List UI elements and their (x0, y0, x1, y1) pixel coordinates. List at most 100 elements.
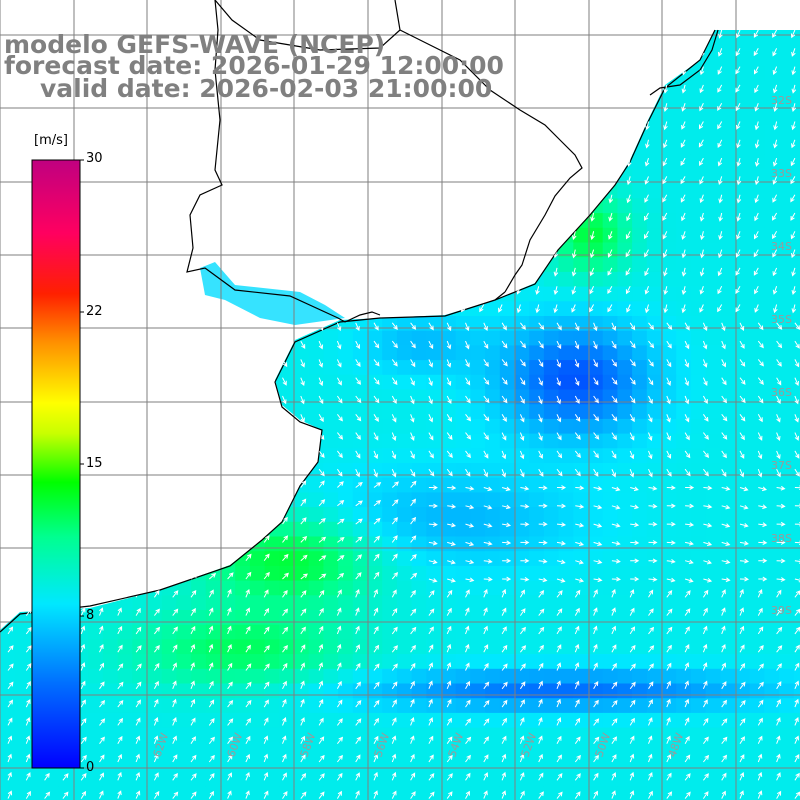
wind-arrow (776, 753, 781, 763)
wind-cell (749, 595, 765, 611)
wind-arrow (611, 772, 616, 781)
wind-arrow (318, 717, 324, 726)
wind-arrow (666, 717, 671, 726)
title-forecast-date: forecast date: 2026-01-29 12:00:00 (4, 51, 504, 80)
wind-cell (764, 742, 780, 758)
wind-cell (0, 433, 16, 449)
wind-cell (690, 698, 707, 714)
wind-cell (279, 683, 295, 699)
wind-cell (558, 213, 574, 229)
wind-cell (264, 463, 280, 479)
wind-cell (573, 257, 589, 273)
wind-cell (690, 580, 707, 596)
wind-cell (705, 595, 721, 611)
wind-cell (102, 418, 119, 435)
wind-cell (661, 227, 677, 244)
wind-cell (161, 433, 177, 449)
wind-arrow (208, 340, 214, 350)
wind-arrow (117, 359, 124, 367)
wind-cell (279, 757, 295, 773)
wind-arrow (151, 304, 156, 314)
wind-cell (338, 668, 354, 685)
wind-cell (676, 169, 692, 185)
wind-arrow (260, 139, 266, 149)
wind-arrow (95, 231, 101, 241)
wind-arrow (611, 468, 616, 478)
wind-arrow (757, 699, 764, 708)
wind-arrow (150, 157, 155, 167)
wind-cell (205, 213, 222, 229)
wind-cell (499, 610, 516, 626)
wind-cell (764, 668, 780, 685)
wind-cell (426, 330, 442, 346)
wind-cell (264, 110, 280, 126)
wind-cell (264, 418, 280, 435)
wind-arrow (407, 121, 412, 131)
wind-arrow (428, 395, 433, 405)
wind-cell (147, 551, 163, 567)
wind-arrow (501, 359, 508, 367)
wind-arrow (41, 103, 46, 112)
wind-cell (749, 169, 765, 185)
wind-cell (455, 418, 471, 435)
wind-cell (470, 271, 486, 288)
wind-arrow (190, 791, 197, 799)
wind-cell (485, 536, 501, 552)
wind-cell (602, 727, 618, 743)
wind-cell (367, 595, 383, 611)
wind-cell (117, 360, 133, 376)
wind-arrow (718, 194, 723, 204)
wind-arrow (62, 773, 69, 781)
wind-arrow (626, 103, 631, 112)
wind-arrow (538, 340, 544, 349)
wind-cell (588, 418, 604, 435)
wind-arrow (516, 157, 522, 167)
wind-cell (14, 154, 30, 170)
wind-cell (676, 330, 692, 346)
wind-cell (382, 433, 398, 449)
wind-cell (132, 477, 148, 493)
wind-arrow (278, 157, 283, 167)
wind-arrow (282, 340, 288, 349)
wind-arrow (758, 522, 768, 528)
wind-cell (617, 639, 633, 655)
wind-arrow (391, 735, 397, 744)
wind-arrow (300, 432, 306, 441)
wind-arrow (772, 231, 778, 240)
wind-cell (323, 551, 339, 567)
wind-arrow (113, 285, 119, 295)
wind-arrow (571, 249, 577, 259)
wind-cell (338, 463, 354, 479)
wind-arrow (190, 555, 199, 562)
wind-arrow (703, 754, 710, 763)
wind-arrow (607, 121, 613, 130)
wind-arrow (574, 340, 580, 350)
wind-cell (426, 492, 442, 508)
wind-arrow (772, 194, 778, 203)
wind-arrow (227, 607, 232, 616)
wind-arrow (355, 340, 360, 350)
wind-arrow (607, 84, 613, 93)
wind-cell (367, 683, 383, 699)
wind-cell (764, 30, 780, 38)
wind-arrow (428, 626, 434, 635)
wind-cell (411, 286, 427, 302)
wind-cell (764, 786, 780, 800)
wind-arrow (135, 663, 142, 671)
wind-arrow (574, 589, 581, 598)
wind-cell (676, 139, 692, 155)
wind-cell (147, 757, 163, 773)
wind-cell (529, 154, 545, 170)
wind-cell (205, 639, 222, 655)
wind-cell (249, 521, 266, 538)
wind-cell (764, 286, 780, 302)
wind-cell (764, 727, 780, 743)
wind-arrow (172, 414, 177, 423)
wind-cell (749, 66, 765, 82)
wind-cell (573, 51, 589, 67)
wind-arrow (681, 121, 686, 130)
wind-arrow (99, 736, 105, 744)
wind-arrow (318, 662, 323, 671)
wind-cell (323, 536, 339, 552)
wind-cell (102, 389, 119, 405)
